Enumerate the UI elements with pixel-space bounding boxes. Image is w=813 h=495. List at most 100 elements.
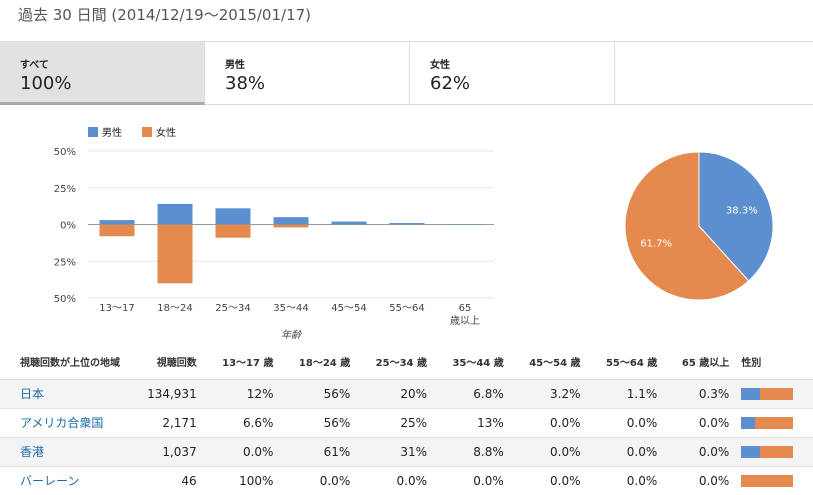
age-bar-chart: 50% 25% 0% 25% 50% 13～17 18～24 25～34 35～44 45～54 5…	[54, 147, 494, 341]
header-age[interactable]: 25～34 歳	[356, 345, 433, 380]
region-link[interactable]: アメリカ合衆国	[0, 408, 128, 438]
views-cell: 1,037	[128, 437, 203, 467]
age-percent-cell: 0.0%	[586, 437, 664, 467]
x-axis-title: 年齢	[281, 329, 302, 341]
legend-female-label: 女性	[156, 128, 176, 139]
legend-male-label: 男性	[102, 128, 122, 139]
legend-male[interactable]: 男性	[88, 124, 122, 139]
header-views[interactable]: 視聴回数	[128, 345, 203, 380]
tab-label: 男性	[225, 60, 245, 71]
y-tick-label: 25%	[54, 257, 76, 268]
age-percent-cell: 0.0%	[663, 408, 736, 438]
header-age[interactable]: 45～54 歳	[509, 345, 587, 380]
tab-female[interactable]: 女性 62%	[410, 42, 615, 105]
views-cell: 134,931	[128, 379, 203, 409]
age-percent-cell: 6.8%	[433, 379, 510, 409]
male-bar	[331, 221, 367, 225]
gender-cell	[735, 408, 813, 438]
age-percent-cell: 0.0%	[433, 466, 510, 495]
header-region[interactable]: 視聴回数が上位の地域	[0, 345, 128, 380]
age-percent-cell: 3.2%	[509, 379, 587, 409]
gender-pie-chart: 38.3% 61.7%	[624, 151, 774, 301]
age-percent-cell: 0.0%	[586, 466, 664, 495]
header-age[interactable]: 65 歳以上	[663, 345, 736, 380]
y-tick-label: 50%	[54, 294, 76, 305]
age-percent-cell: 20%	[356, 379, 433, 409]
male-portion	[741, 417, 756, 429]
region-link[interactable]: 香港	[0, 437, 128, 467]
female-swatch	[142, 126, 152, 137]
age-percent-cell: 0.0%	[663, 466, 736, 495]
age-percent-cell: 61%	[279, 437, 357, 467]
female-slice	[624, 151, 750, 301]
gender-cell	[735, 466, 813, 495]
male-bar	[157, 203, 193, 225]
female-bar	[157, 224, 193, 284]
male-swatch	[88, 126, 98, 137]
views-cell: 46	[128, 466, 203, 495]
y-tick-label: 0%	[60, 221, 76, 232]
female-bar	[273, 224, 309, 228]
header-age[interactable]: 13～17 歳	[202, 345, 280, 380]
views-cell: 2,171	[128, 408, 203, 438]
tab-value: 62%	[430, 73, 471, 94]
age-percent-cell: 8.8%	[433, 437, 510, 467]
age-percent-cell: 31%	[356, 437, 433, 467]
age-percent-cell: 56%	[279, 379, 357, 409]
header-age[interactable]: 18～24 歳	[279, 345, 357, 380]
x-tick-label: 35～44	[273, 303, 308, 314]
age-percent-cell: 0.0%	[202, 437, 280, 467]
x-tick-label: 25～34	[215, 303, 250, 314]
x-tick-label: 55～64	[389, 303, 424, 314]
gender-cell	[735, 437, 813, 467]
x-tick-label: 18～24	[157, 303, 192, 314]
age-percent-cell: 56%	[279, 408, 357, 438]
page-title: 過去 30 日間 (2014/12/19～2015/01/17)	[18, 6, 312, 24]
tab-label: すべて	[20, 60, 49, 71]
male-bar	[99, 220, 135, 225]
tab-label	[635, 56, 813, 70]
age-percent-cell: 0.0%	[356, 466, 433, 495]
region-link[interactable]: バーレーン	[0, 466, 128, 495]
tab-male[interactable]: 男性 38%	[205, 42, 410, 105]
male-portion	[741, 446, 760, 458]
age-percent-cell: 12%	[202, 379, 280, 409]
female-bar	[99, 224, 135, 237]
x-tick-label: 65	[459, 303, 472, 314]
header-age[interactable]: 35～44 歳	[433, 345, 510, 380]
tab-all[interactable]: すべて 100%	[0, 42, 205, 105]
table-row: バーレーン 46 100% 0.0% 0.0% 0.0% 0.0% 0.0% 0.0%	[0, 466, 813, 495]
age-percent-cell: 100%	[202, 466, 280, 495]
gender-ratio-bar	[741, 388, 794, 400]
tab-value: 100%	[20, 73, 72, 94]
age-percent-cell: 13%	[433, 408, 510, 438]
x-tick-label: 13～17	[99, 303, 134, 314]
age-percent-cell: 0.0%	[509, 408, 587, 438]
female-portion	[755, 417, 794, 429]
male-bar	[273, 217, 309, 225]
gender-ratio-bar	[741, 417, 794, 429]
table-row: 日本 134,931 12% 56% 20% 6.8% 3.2% 1.1% 0.3%	[0, 379, 813, 409]
female-portion	[759, 446, 794, 458]
legend-female[interactable]: 女性	[142, 124, 176, 139]
header-gender[interactable]: 性別	[735, 345, 813, 380]
age-percent-cell: 0.0%	[509, 466, 587, 495]
age-percent-cell: 0.3%	[663, 379, 736, 409]
table-row: アメリカ合衆国 2,171 6.6% 56% 25% 13% 0.0% 0.0% 0.0%	[0, 408, 813, 438]
gender-tabs: すべて 100% 男性 38% 女性 62%	[0, 41, 813, 105]
age-percent-cell: 0.0%	[509, 437, 587, 467]
age-percent-cell: 6.6%	[202, 408, 280, 438]
x-tick-label: 45～54	[331, 303, 366, 314]
y-tick-label: 50%	[54, 147, 76, 158]
female-portion	[760, 388, 794, 400]
male-bar	[389, 223, 425, 225]
male-bar	[215, 208, 251, 225]
region-link[interactable]: 日本	[0, 379, 128, 409]
female-portion	[741, 475, 794, 487]
region-table: 視聴回数が上位の地域 視聴回数 13～17 歳 18～24 歳 25～34 歳 …	[0, 345, 813, 495]
chart-legend: 男性 女性	[88, 124, 176, 139]
slice-label: 38.3%	[726, 206, 758, 217]
header-age[interactable]: 55～64 歳	[586, 345, 664, 380]
male-portion	[741, 388, 761, 400]
age-percent-cell: 0.0%	[279, 466, 357, 495]
